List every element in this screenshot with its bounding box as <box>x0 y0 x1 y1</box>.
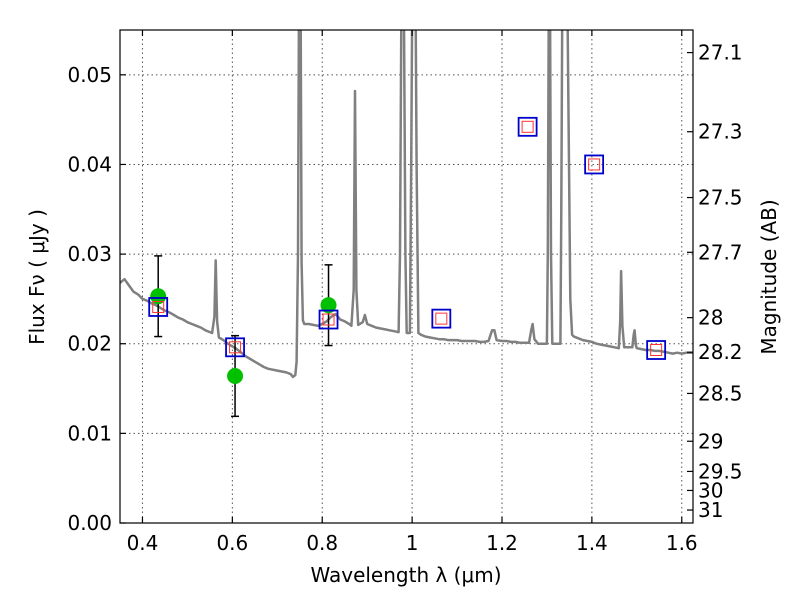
observed-point <box>227 367 244 384</box>
y2-tick-label: 27.5 <box>698 186 743 210</box>
model-point-inner <box>588 158 601 171</box>
model-point-inner <box>322 313 335 326</box>
plot-frame <box>119 29 694 524</box>
y2-tick-label: 28.2 <box>698 340 743 364</box>
model-point-inner <box>521 120 534 133</box>
x-axis-title: Wavelength λ (μm) <box>310 563 501 587</box>
model-points <box>148 116 667 360</box>
x-tick-label: 1.2 <box>486 531 518 555</box>
y2-tick-label: 28.5 <box>698 381 743 405</box>
x-tick-label: 1 <box>406 531 419 555</box>
x-tick-label: 1.6 <box>666 531 698 555</box>
y2-tick-label: 28 <box>698 306 723 330</box>
model-point-square <box>318 309 339 330</box>
y2-tick-label: 29.5 <box>698 459 743 483</box>
model-point-square <box>225 337 245 358</box>
y2-tick-label: 30 <box>698 478 723 502</box>
y-tick-label: 0.02 <box>67 332 112 356</box>
model-point-square <box>646 340 667 360</box>
x-tick-label: 0.4 <box>127 531 159 555</box>
model-point-square <box>584 154 605 175</box>
model-point-inner <box>229 341 242 354</box>
y-tick-label: 0.04 <box>67 152 112 176</box>
x-tick-label: 1.4 <box>576 531 608 555</box>
y-tick-label: 0.01 <box>67 421 112 445</box>
y-axis-ticks: 0.00 0.01 0.02 0.03 0.04 0.05 <box>67 63 126 535</box>
y2-tick-label: 27.1 <box>698 41 743 65</box>
y2-tick-label: 29 <box>698 429 723 453</box>
x-tick-label: 0.6 <box>216 531 248 555</box>
y2-tick-label: 27.7 <box>698 240 743 264</box>
y-tick-label: 0.00 <box>67 511 112 535</box>
model-point-square <box>517 116 538 137</box>
y2-axis-title: Magnitude (AB) <box>757 199 781 354</box>
x-tick-label: 0.8 <box>306 531 338 555</box>
y2-tick-label: 27.3 <box>698 120 743 144</box>
y-tick-label: 0.03 <box>67 242 112 266</box>
model-point-inner <box>435 312 448 325</box>
errorbar-layer <box>154 255 333 418</box>
model-point-square <box>431 308 452 329</box>
model-point-square <box>148 297 169 317</box>
model-point-inner <box>650 344 663 357</box>
observed-point <box>150 288 167 305</box>
x-axis-ticks: 0.4 0.6 0.8 1 1.2 1.4 1.6 <box>127 30 698 555</box>
observed-points <box>150 288 337 384</box>
model-point-inner <box>152 300 165 313</box>
y-axis-title: Flux Fν ( μJy ) <box>25 209 49 345</box>
y2-tick-label: 31 <box>698 498 723 522</box>
observed-point <box>320 297 337 314</box>
y-tick-label: 0.05 <box>67 63 112 87</box>
